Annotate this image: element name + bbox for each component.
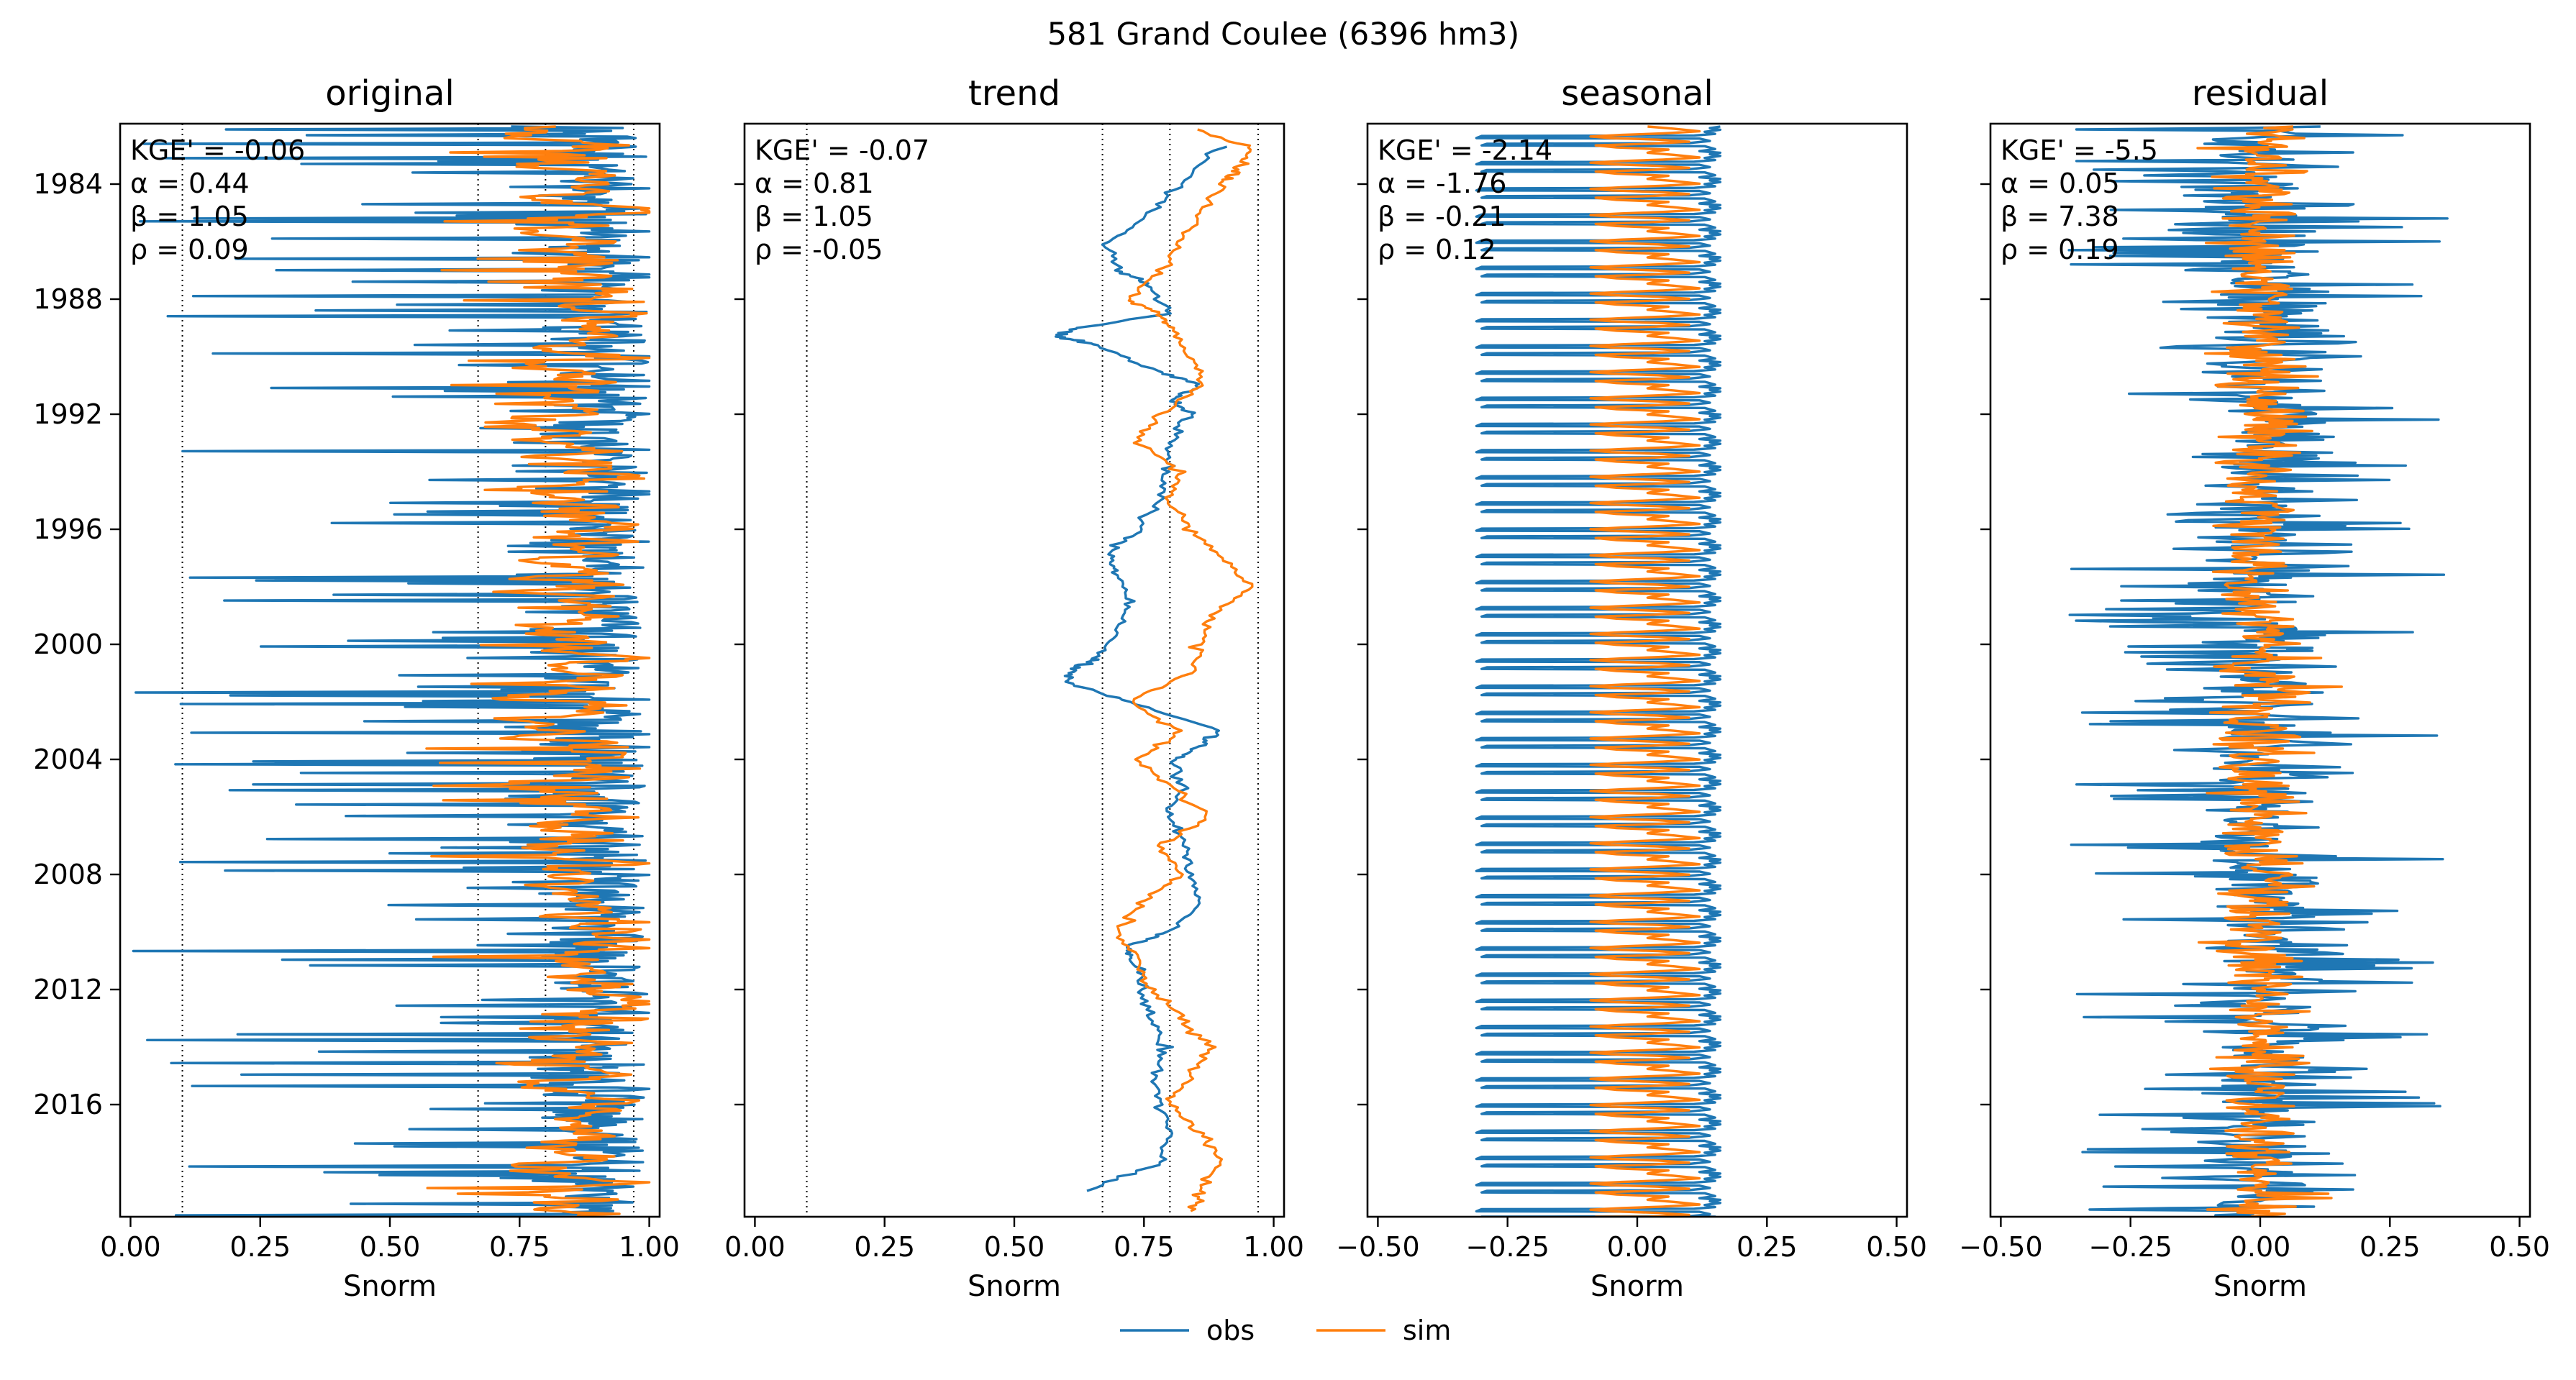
stats-text: ρ = 0.19 — [2001, 234, 2119, 265]
y-tick-label: 2004 — [33, 744, 103, 775]
stats-text: ρ = -0.05 — [755, 234, 883, 265]
x-tick-label: 1.00 — [619, 1231, 680, 1263]
y-tick-label: 1984 — [33, 168, 103, 200]
series-sim-line — [2196, 125, 2343, 1217]
series-sim-line — [425, 125, 651, 1217]
x-tick-label: 0.00 — [1607, 1231, 1668, 1263]
x-axis-label: Snorm — [2213, 1270, 2307, 1303]
stats-text: α = 0.05 — [2001, 168, 2120, 199]
panel-title: seasonal — [1561, 73, 1713, 114]
series-group — [132, 125, 651, 1217]
series-obs-line — [132, 125, 651, 1217]
x-tick-label: −0.25 — [1465, 1231, 1549, 1263]
panels: original 0.00 0.25 0.50 0.75 1.00 Snorm 1984 198… — [33, 73, 2550, 1303]
x-tick-label: 0.50 — [1866, 1231, 1927, 1263]
y-tick-label: 1996 — [33, 513, 103, 545]
x-axis-label: Snorm — [343, 1270, 437, 1303]
figure-suptitle: 581 Grand Coulee (6396 hm3) — [1047, 17, 1520, 52]
legend-label-obs: obs — [1206, 1315, 1255, 1346]
x-tick-label: 0.00 — [100, 1231, 161, 1263]
panel-title: trend — [968, 73, 1060, 114]
x-tick-label: 0.25 — [854, 1231, 915, 1263]
series-obs-line — [1055, 145, 1228, 1192]
series-sim-line — [1116, 128, 1254, 1212]
y-tick-label: 1992 — [33, 398, 103, 430]
stats-text: KGE' = -5.5 — [2001, 134, 2158, 166]
y-tick-label: 2012 — [33, 974, 103, 1005]
series-group — [1475, 125, 1722, 1217]
stats-text: KGE' = -0.07 — [755, 134, 929, 166]
x-tick-label: −0.50 — [1959, 1231, 2042, 1263]
panel-residual: residual −0.50 −0.25 0.00 0.25 0.50 Snorm KGE' … — [1959, 73, 2550, 1303]
stats-text: KGE' = -2.14 — [1378, 134, 1552, 166]
x-tick-label: 0.00 — [724, 1231, 786, 1263]
x-tick-label: 0.50 — [984, 1231, 1045, 1263]
x-tick-label: 0.25 — [229, 1231, 291, 1263]
x-tick-label: 0.50 — [360, 1231, 421, 1263]
y-tick-label: 2016 — [33, 1089, 103, 1120]
stats-text: α = -1.76 — [1378, 168, 1506, 199]
x-tick-label: 0.00 — [2230, 1231, 2291, 1263]
x-axis-label: Snorm — [1590, 1270, 1684, 1303]
y-tick-label: 1988 — [33, 283, 103, 315]
x-tick-label: 0.75 — [489, 1231, 550, 1263]
y-tick-label: 2008 — [33, 859, 103, 890]
panel-original: original 0.00 0.25 0.50 0.75 1.00 Snorm 1984 198… — [33, 73, 680, 1303]
x-axis-label: Snorm — [968, 1270, 1061, 1303]
y-tick-label: 2000 — [33, 629, 103, 660]
panel-trend: trend 0.00 0.25 0.50 0.75 1.00 Snorm KGE' = -0.… — [724, 73, 1304, 1303]
series-sim-line — [1589, 125, 1701, 1217]
legend-label-sim: sim — [1403, 1315, 1451, 1346]
stats-text: α = 0.44 — [130, 168, 250, 199]
panel-title: residual — [2192, 73, 2329, 114]
x-tick-label: 0.25 — [1737, 1231, 1798, 1263]
stats-text: α = 0.81 — [755, 168, 874, 199]
x-tick-label: 1.00 — [1243, 1231, 1304, 1263]
series-obs-line — [1475, 125, 1722, 1217]
x-tick-label: −0.50 — [1336, 1231, 1419, 1263]
stats-text: KGE' = -0.06 — [130, 134, 305, 166]
stats-text: β = 1.05 — [755, 201, 873, 232]
stats-text: ρ = 0.09 — [130, 234, 249, 265]
series-obs-line — [2067, 125, 2449, 1217]
series-group — [2067, 125, 2449, 1217]
x-tick-label: 0.25 — [2359, 1231, 2421, 1263]
panel-title: original — [325, 73, 454, 114]
stats-text: β = -0.21 — [1378, 201, 1506, 232]
stats-text: ρ = 0.12 — [1378, 234, 1496, 265]
panel-seasonal: seasonal −0.50 −0.25 0.00 0.25 0.50 Snorm KGE' … — [1336, 73, 1927, 1303]
x-tick-label: −0.25 — [2088, 1231, 2172, 1263]
x-tick-label: 0.75 — [1114, 1231, 1175, 1263]
stats-text: β = 7.38 — [2001, 201, 2119, 232]
x-tick-label: 0.50 — [2489, 1231, 2550, 1263]
stats-text: β = 1.05 — [130, 201, 249, 232]
legend: obs sim — [1120, 1315, 1451, 1346]
series-group — [1055, 128, 1254, 1212]
